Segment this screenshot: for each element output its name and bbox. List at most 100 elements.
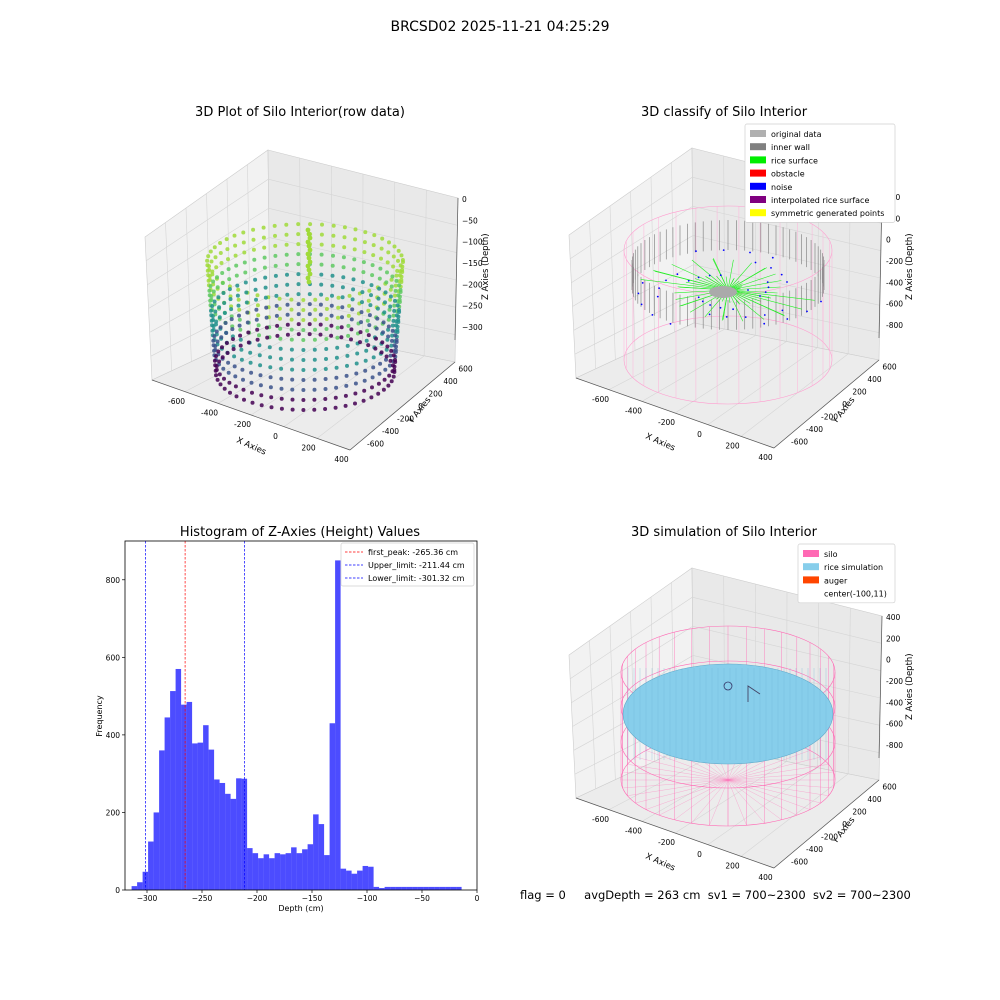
data-point [296,262,301,267]
classify-axis-ticks: -600-400-2000200400-600-400-200020040060… [592,193,903,462]
data-point [307,292,312,297]
data-point [235,293,240,298]
data-point [323,387,328,391]
data-point [249,380,254,385]
data-point [350,297,355,302]
data-point [217,305,222,310]
data-point [395,268,400,273]
data-point [221,291,226,295]
data-point [343,393,348,398]
data-point [396,248,401,253]
data-point [296,252,301,257]
data-point [353,237,358,242]
data-point [345,343,350,348]
histogram-panel: Histogram of Z-Axies (Height) Values −30… [95,525,480,913]
data-point [400,258,405,262]
data-point [375,306,380,311]
data-point [341,275,346,280]
x-tick-label: 0 [697,850,702,859]
data-point [343,403,348,408]
legend-label: auger [824,576,848,585]
data-point [262,245,267,250]
legend-frame [797,543,896,604]
data-point [318,322,323,327]
histogram-bar [445,886,451,890]
data-point [354,361,359,366]
data-point [395,328,400,332]
legend-label: original data [771,130,822,139]
data-point [390,333,395,338]
z-tick-label: 400 [886,613,901,622]
y-tick-label: -400 [806,425,823,434]
data-point [379,246,384,251]
x-tick-label: 400 [758,873,773,882]
legend-label: first_peak: -265.36 cm [368,548,458,557]
z-tick-label: 0 [462,195,467,204]
z-tick-label: −100 [462,238,483,247]
histogram-legend: first_peak: -265.36 cm Upper_limit: -211.… [340,542,475,587]
data-point [387,373,392,378]
silo-wireframe [727,779,821,804]
silo-wireframe [622,779,729,789]
data-point [340,305,345,310]
data-point [385,344,390,349]
data-point [391,374,396,379]
silo-wireframe [635,756,729,781]
histogram-bar [219,782,226,890]
data-point [372,233,377,238]
noise-point [766,281,769,283]
data-point [388,358,393,363]
data-point [388,297,393,302]
data-point [242,250,247,255]
data-point [371,253,376,258]
noise-point [687,279,690,282]
data-point [395,303,400,308]
data-point [319,262,324,267]
data-point [313,297,318,302]
y-tick-label: -600 [791,438,808,447]
x-tick-label: 200 [725,442,740,451]
data-point [290,387,295,392]
noise-point [656,295,659,298]
simulation-zlabel: Z Axies (Depth) [905,653,915,720]
data-point [278,326,283,331]
data-point [312,387,317,392]
histogram-bar [329,723,336,890]
data-point [274,283,279,288]
data-point [349,317,354,322]
data-point [212,299,217,304]
data-point [301,388,306,392]
histogram-bar [302,849,308,890]
data-point [369,395,374,400]
data-point [388,353,393,358]
noise-point [754,261,757,264]
data-point [331,253,335,258]
data-point [336,305,341,310]
x-tick-label: 0 [475,894,480,903]
data-point [250,400,255,405]
noise-point [749,251,751,254]
data-point [388,294,393,299]
data-point [345,363,349,368]
noise-point [697,296,700,299]
data-point [377,371,382,376]
histogram-bar [368,866,374,890]
data-point [255,303,260,308]
y-tick-label: -400 [382,427,399,436]
legend-swatch [750,196,766,203]
figure-title: BRCSD02 2025-11-21 04:25:29 [390,19,609,35]
data-point [312,337,317,342]
data-point [215,275,219,280]
data-point [301,338,306,342]
data-point [212,334,217,339]
data-point [275,323,280,328]
data-point [363,368,368,373]
noise-point [764,291,767,293]
data-point [367,323,372,328]
rice-surface-point [727,289,803,310]
data-point [209,318,214,323]
simulation-panel-title: 3D simulation of Silo Interior [631,525,818,540]
data-point [264,305,269,310]
data-point [278,356,283,361]
raw-xlabel: X Axies [235,436,268,458]
